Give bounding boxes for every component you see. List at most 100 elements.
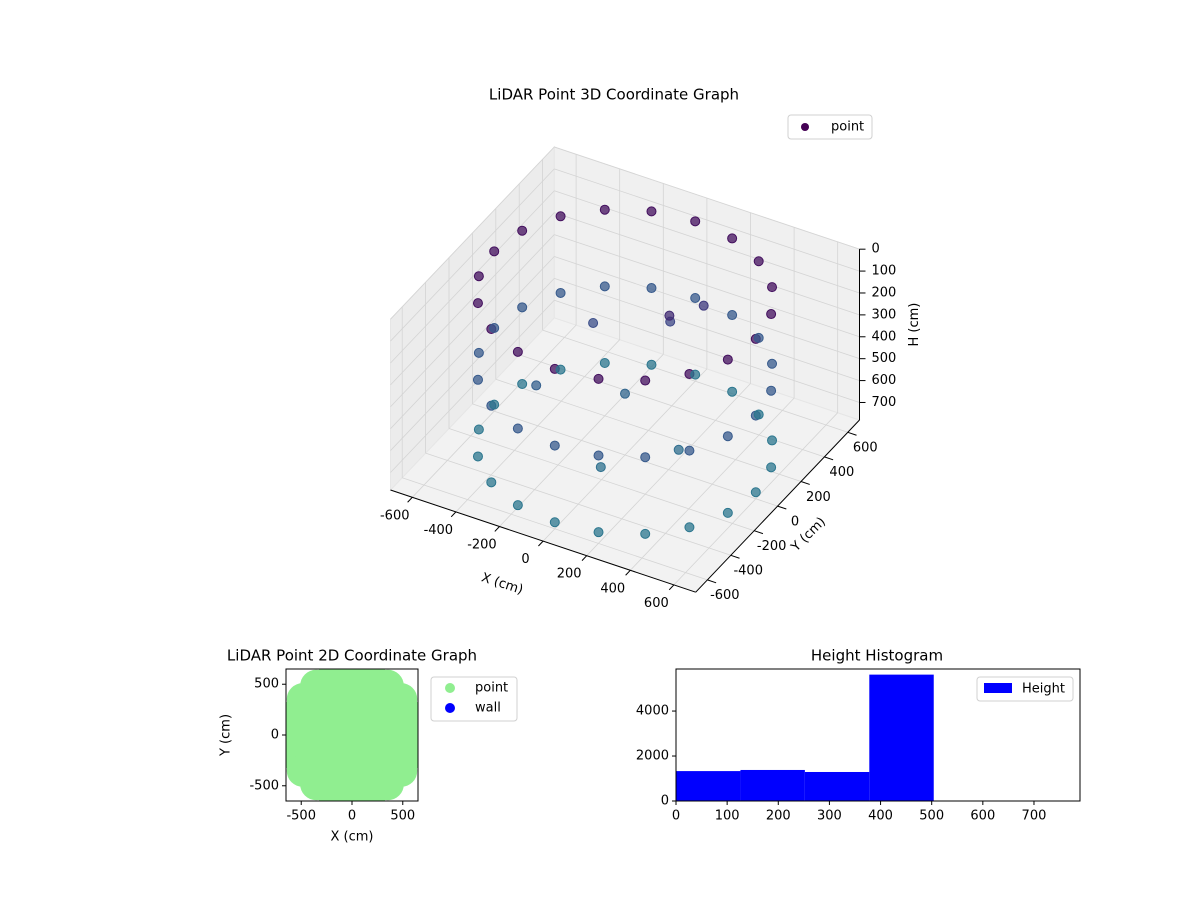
x-tick-label: -500: [286, 809, 316, 824]
x-tick-label: 300: [817, 809, 842, 824]
point: [472, 374, 483, 385]
x-tick-label: 600: [644, 596, 669, 611]
point: [555, 364, 566, 375]
grid-line: [390, 212, 555, 386]
z-tick-label: 0: [872, 242, 880, 257]
grid-line: [554, 278, 860, 381]
bar: [676, 771, 741, 801]
y-tick-label: -500: [249, 778, 279, 793]
y-tick-label: 200: [806, 490, 831, 505]
point: [593, 450, 604, 461]
grid-line: [472, 403, 778, 507]
tick-mark: [668, 584, 675, 591]
point: [767, 435, 778, 446]
legend-label: Height: [1022, 682, 1065, 697]
legend-marker: [984, 683, 1012, 693]
legend-label: point: [831, 120, 864, 135]
point: [646, 206, 657, 217]
x-tick-label: -200: [467, 537, 497, 552]
point: [555, 287, 566, 298]
x-tick-label: 200: [766, 809, 791, 824]
point: [336, 719, 368, 751]
tick-mark: [777, 505, 787, 510]
grid-line: [554, 146, 860, 250]
z-tick-label: 700: [872, 395, 897, 410]
legend-box: [430, 676, 518, 722]
x-tick-label: -600: [380, 508, 410, 523]
point: [549, 440, 560, 451]
point: [489, 246, 500, 257]
grid-line: [390, 256, 555, 429]
point: [750, 487, 761, 498]
tick-mark: [581, 555, 588, 561]
x-tick-label: 100: [715, 809, 740, 824]
grid-line: [448, 428, 755, 532]
chart-title: LiDAR Point 2D Coordinate Graph: [227, 647, 477, 665]
y-tick-label: -400: [733, 564, 763, 579]
tick-mark: [754, 530, 764, 535]
legend-marker: [445, 683, 455, 693]
y-axis-label: Y (cm): [219, 714, 234, 757]
point: [664, 310, 675, 321]
z-tick-label: 100: [872, 264, 897, 279]
point: [646, 359, 657, 370]
y-tick-label: 600: [853, 441, 878, 456]
y-tick-label: 0: [791, 514, 799, 529]
legend-marker: [445, 703, 455, 713]
chart-title: Height Histogram: [811, 647, 943, 665]
grid-line: [390, 190, 555, 364]
point: [753, 256, 764, 267]
tick-mark: [538, 540, 544, 547]
point: [473, 347, 484, 358]
grid-line: [495, 378, 802, 482]
point: [646, 283, 657, 294]
x-axis: [390, 489, 696, 593]
point: [727, 386, 738, 397]
point: [690, 216, 701, 227]
point: [722, 354, 733, 365]
tick-mark: [625, 569, 631, 576]
point: [640, 528, 651, 539]
x-axis-label: X (cm): [331, 830, 374, 845]
z-tick-label: 500: [872, 351, 897, 366]
point: [640, 452, 651, 463]
point: [722, 431, 733, 442]
legend-marker: [801, 123, 809, 131]
point: [766, 309, 777, 320]
y-tick-label: -200: [757, 539, 787, 554]
point: [684, 522, 695, 533]
axes-frame: [675, 668, 1081, 802]
x-tick-label: 500: [390, 809, 415, 824]
tick-mark: [824, 456, 834, 461]
point: [698, 300, 709, 311]
point: [512, 346, 523, 357]
tick-mark: [450, 511, 457, 518]
point: [517, 378, 528, 389]
x-tick-label: -400: [424, 523, 454, 538]
grid-line: [542, 329, 848, 433]
plot-area: [286, 669, 418, 801]
point: [753, 409, 764, 420]
grid-line: [402, 477, 708, 581]
point: [486, 477, 497, 488]
bar: [740, 769, 805, 801]
point: [690, 292, 701, 303]
point: [593, 527, 604, 538]
grid-line: [390, 146, 555, 320]
grid-line: [554, 299, 860, 403]
point: [767, 282, 778, 293]
grid-line: [554, 212, 860, 316]
grid-line: [554, 234, 860, 338]
x-tick-label: 400: [868, 809, 893, 824]
x-tick-label: 600: [970, 809, 995, 824]
z-axis-label: H (cm): [907, 303, 922, 347]
tick-mark: [407, 496, 413, 503]
point: [753, 332, 764, 343]
grid-line: [390, 234, 555, 408]
point: [766, 462, 777, 473]
tick-mark: [707, 579, 717, 584]
point: [531, 380, 542, 391]
bar: [804, 771, 870, 801]
z-tick-label: 400: [872, 329, 897, 344]
